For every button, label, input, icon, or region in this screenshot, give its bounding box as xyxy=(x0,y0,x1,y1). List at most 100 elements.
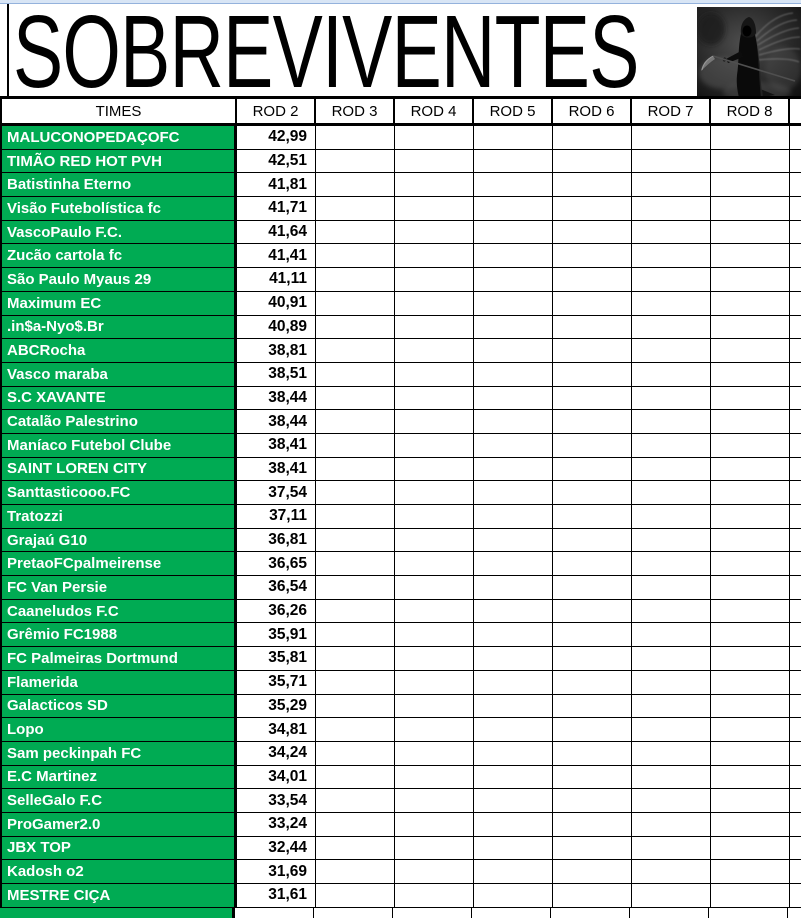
team-name-cell[interactable]: Sam peckinpah FC xyxy=(2,741,237,766)
rod2-score-cell[interactable]: 34,81 xyxy=(237,718,316,742)
rod8-cell[interactable] xyxy=(711,149,790,174)
rod2-score-cell[interactable]: 38,41 xyxy=(237,457,316,482)
rod2-score-cell[interactable]: 35,29 xyxy=(237,694,316,719)
rod3-cell[interactable] xyxy=(316,884,395,908)
rod2-score-cell[interactable]: 37,54 xyxy=(237,481,316,505)
team-name-cell[interactable]: Grajaú G10 xyxy=(2,528,237,553)
rod3-cell[interactable] xyxy=(316,315,395,340)
rod2-score-cell[interactable]: 37,11 xyxy=(237,505,316,529)
rod2-score-cell[interactable]: 41,71 xyxy=(237,197,316,221)
rod5-cell[interactable] xyxy=(474,457,553,482)
rod7-cell[interactable] xyxy=(632,291,711,316)
team-name-cell[interactable]: .in$a-Nyo$.Br xyxy=(2,315,237,340)
team-name-cell[interactable]: MALUCONOPEDAÇOFC xyxy=(2,126,237,150)
rod8-cell[interactable] xyxy=(711,197,790,221)
rod6-cell[interactable] xyxy=(553,339,632,363)
rod6-cell[interactable] xyxy=(553,812,632,837)
rod4-cell[interactable] xyxy=(395,647,474,671)
rod8-cell[interactable] xyxy=(711,647,790,671)
rod7-cell[interactable] xyxy=(632,339,711,363)
rod6-cell[interactable] xyxy=(553,884,632,908)
rod7-cell[interactable] xyxy=(632,836,711,861)
rod3-cell[interactable] xyxy=(316,670,395,695)
rod4-cell[interactable] xyxy=(395,339,474,363)
rod2-score-cell[interactable] xyxy=(235,907,314,918)
rod5-cell[interactable] xyxy=(474,552,553,577)
rod2-score-cell[interactable]: 38,81 xyxy=(237,339,316,363)
team-name-cell[interactable]: VascoPaulo F.C. xyxy=(2,220,237,245)
team-name-cell[interactable]: PretaoFCpalmeirense xyxy=(2,552,237,577)
rod2-score-cell[interactable]: 33,54 xyxy=(237,789,316,813)
rod6-cell[interactable] xyxy=(553,220,632,245)
rod6-cell[interactable] xyxy=(553,457,632,482)
rod5-cell[interactable] xyxy=(474,410,553,434)
header-rod5[interactable]: ROD 5 xyxy=(474,99,553,123)
rod4-cell[interactable] xyxy=(395,884,474,908)
rod6-cell[interactable] xyxy=(553,410,632,434)
rod7-cell[interactable] xyxy=(632,599,711,624)
rod7-cell[interactable] xyxy=(632,623,711,648)
rod5-cell[interactable] xyxy=(474,884,553,908)
rod5-cell[interactable] xyxy=(474,291,553,316)
team-name-cell[interactable]: E.C Martinez xyxy=(2,765,237,790)
team-name-cell[interactable]: Flamerida xyxy=(2,670,237,695)
rod3-cell[interactable] xyxy=(316,268,395,292)
rod5-cell[interactable] xyxy=(474,149,553,174)
rod7-cell[interactable] xyxy=(632,173,711,198)
rod5-cell[interactable] xyxy=(474,315,553,340)
rod6-cell[interactable] xyxy=(553,647,632,671)
rod8-cell[interactable] xyxy=(711,670,790,695)
rod3-cell[interactable] xyxy=(316,741,395,766)
team-name-cell[interactable]: Santtasticooo.FC xyxy=(2,481,237,505)
rod2-score-cell[interactable]: 38,44 xyxy=(237,410,316,434)
rod8-cell[interactable] xyxy=(711,694,790,719)
rod3-cell[interactable] xyxy=(316,410,395,434)
header-rod4[interactable]: ROD 4 xyxy=(395,99,474,123)
rod6-cell[interactable] xyxy=(553,789,632,813)
rod7-cell[interactable] xyxy=(632,505,711,529)
rod2-score-cell[interactable]: 41,64 xyxy=(237,220,316,245)
rod7-cell[interactable] xyxy=(630,907,709,918)
rod3-cell[interactable] xyxy=(316,812,395,837)
rod2-score-cell[interactable]: 41,41 xyxy=(237,244,316,269)
rod8-cell[interactable] xyxy=(711,599,790,624)
rod8-cell[interactable] xyxy=(711,291,790,316)
rod6-cell[interactable] xyxy=(553,528,632,553)
rod2-score-cell[interactable]: 40,91 xyxy=(237,291,316,316)
rod6-cell[interactable] xyxy=(551,907,630,918)
rod4-cell[interactable] xyxy=(395,505,474,529)
rod4-cell[interactable] xyxy=(395,126,474,150)
rod2-score-cell[interactable]: 41,11 xyxy=(237,268,316,292)
team-name-cell[interactable]: Maximum EC xyxy=(2,291,237,316)
rod6-cell[interactable] xyxy=(553,741,632,766)
rod3-cell[interactable] xyxy=(316,457,395,482)
rod3-cell[interactable] xyxy=(316,244,395,269)
team-name-cell[interactable]: MESTRE CIÇA xyxy=(2,884,237,908)
rod5-cell[interactable] xyxy=(474,126,553,150)
rod6-cell[interactable] xyxy=(553,481,632,505)
team-name-cell[interactable]: Batistinha Eterno xyxy=(2,173,237,198)
rod5-cell[interactable] xyxy=(474,670,553,695)
rod4-cell[interactable] xyxy=(395,244,474,269)
rod6-cell[interactable] xyxy=(553,694,632,719)
rod6-cell[interactable] xyxy=(553,576,632,600)
rod3-cell[interactable] xyxy=(316,173,395,198)
team-name-cell[interactable]: FC Van Persie xyxy=(2,576,237,600)
rod2-score-cell[interactable]: 36,26 xyxy=(237,599,316,624)
rod5-cell[interactable] xyxy=(474,197,553,221)
rod7-cell[interactable] xyxy=(632,670,711,695)
rod3-cell[interactable] xyxy=(316,197,395,221)
rod5-cell[interactable] xyxy=(474,220,553,245)
rod3-cell[interactable] xyxy=(316,126,395,150)
rod7-cell[interactable] xyxy=(632,126,711,150)
rod8-cell[interactable] xyxy=(711,765,790,790)
rod6-cell[interactable] xyxy=(553,386,632,411)
header-rod2[interactable]: ROD 2 xyxy=(237,99,316,123)
rod6-cell[interactable] xyxy=(553,718,632,742)
rod4-cell[interactable] xyxy=(395,386,474,411)
rod5-cell[interactable] xyxy=(474,789,553,813)
rod5-cell[interactable] xyxy=(474,860,553,884)
rod3-cell[interactable] xyxy=(316,481,395,505)
rod3-cell[interactable] xyxy=(316,860,395,884)
rod5-cell[interactable] xyxy=(474,647,553,671)
